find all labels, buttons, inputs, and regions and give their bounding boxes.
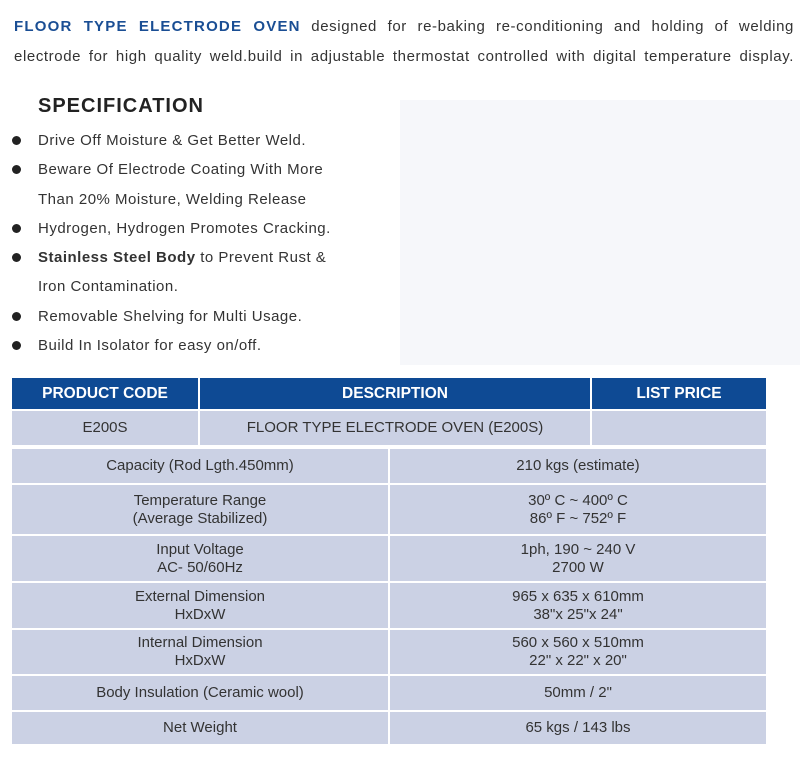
bullet-text: Removable Shelving for Multi Usage.	[38, 307, 303, 325]
table-row: External Dimension HxDxW 965 x 635 x 610mm…	[11, 582, 767, 629]
spec-value: 210 kgs (estimate)	[389, 448, 767, 484]
table-row: Capacity (Rod Lgth.450mm) 210 kgs (estima…	[11, 448, 767, 484]
bullet-bold-text: Stainless Steel Body	[38, 249, 196, 267]
bullet-icon	[12, 136, 21, 145]
background-panel	[400, 100, 800, 365]
specification-list: Drive Off Moisture & Get Better Weld. Be…	[12, 126, 360, 360]
list-item: Drive Off Moisture & Get Better Weld.	[12, 126, 360, 155]
intro-text-line2: electrode for high quality weld.build in…	[14, 48, 794, 65]
list-item: Hydrogen, Hydrogen Promotes Cracking.	[12, 214, 360, 243]
intro-text: designed for re-baking re-conditioning a…	[311, 18, 794, 35]
header-description: DESCRIPTION	[199, 377, 591, 410]
bullet-icon	[12, 311, 21, 321]
bullet-text: Drive Off Moisture & Get Better Weld.	[38, 132, 307, 149]
spec-value: 560 x 560 x 510mm 22" x 22" x 20"	[389, 629, 767, 675]
header-list-price: LIST PRICE	[591, 377, 767, 410]
spec-label: Internal Dimension HxDxW	[11, 629, 389, 675]
bullet-icon	[12, 165, 21, 175]
list-item: Build In Isolator for easy on/off.	[12, 331, 360, 360]
product-code-cell: E200S	[11, 410, 199, 446]
bullet-text: to Prevent Rust &	[195, 249, 327, 267]
product-table: PRODUCT CODE DESCRIPTION LIST PRICE E200…	[11, 377, 767, 446]
bullet-text: Iron Contamination.	[38, 278, 179, 296]
spec-value: 65 kgs / 143 lbs	[389, 711, 767, 745]
table-row: Internal Dimension HxDxW 560 x 560 x 510mm…	[11, 629, 767, 675]
spec-label: Capacity (Rod Lgth.450mm)	[11, 448, 389, 484]
table-row: Net Weight 65 kgs / 143 lbs	[11, 711, 767, 745]
spec-table: Capacity (Rod Lgth.450mm) 210 kgs (estima…	[11, 448, 767, 745]
table-row: E200S FLOOR TYPE ELECTRODE OVEN (E200S)	[11, 410, 767, 446]
spec-label: External Dimension HxDxW	[11, 582, 389, 629]
list-item: Stainless Steel Body to Prevent Rust & Ir…	[12, 243, 360, 302]
spec-value: 1ph, 190 ~ 240 V 2700 W	[389, 535, 767, 582]
spec-value: 965 x 635 x 610mm 38"x 25"x 24"	[389, 582, 767, 629]
spec-label: Temperature Range (Average Stabilized)	[11, 484, 389, 535]
bullet-text: Hydrogen, Hydrogen Promotes Cracking.	[38, 219, 331, 237]
bullet-text: Beware Of Electrode Coating With More	[38, 161, 324, 179]
spec-label: Net Weight	[11, 711, 389, 745]
bullet-icon	[12, 223, 21, 233]
table-header-row: PRODUCT CODE DESCRIPTION LIST PRICE	[11, 377, 767, 410]
bullet-icon	[12, 341, 21, 351]
list-price-cell	[591, 410, 767, 446]
description-cell: FLOOR TYPE ELECTRODE OVEN (E200S)	[199, 410, 591, 446]
bullet-text: Than 20% Moisture, Welding Release	[38, 190, 307, 208]
table-row: Temperature Range (Average Stabilized) 30º…	[11, 484, 767, 535]
table-row: Body Insulation (Ceramic wool) 50mm / 2"	[11, 675, 767, 711]
list-item: Removable Shelving for Multi Usage.	[12, 302, 360, 331]
spec-value: 50mm / 2"	[389, 675, 767, 711]
spec-value: 30º C ~ 400º C 86º F ~ 752º F	[389, 484, 767, 535]
intro-paragraph: FLOOR TYPE ELECTRODE OVEN designed for r…	[14, 12, 794, 72]
list-item: Beware Of Electrode Coating With More Tha…	[12, 155, 360, 214]
spec-label: Body Insulation (Ceramic wool)	[11, 675, 389, 711]
header-product-code: PRODUCT CODE	[11, 377, 199, 410]
product-name: FLOOR TYPE ELECTRODE OVEN	[14, 18, 301, 35]
table-row: Input Voltage AC- 50/60Hz 1ph, 190 ~ 240 V…	[11, 535, 767, 582]
spec-label: Input Voltage AC- 50/60Hz	[11, 535, 389, 582]
bullet-text: Build In Isolator for easy on/off.	[38, 337, 262, 355]
bullet-icon	[12, 253, 21, 263]
specification-title: SPECIFICATION	[38, 95, 204, 117]
